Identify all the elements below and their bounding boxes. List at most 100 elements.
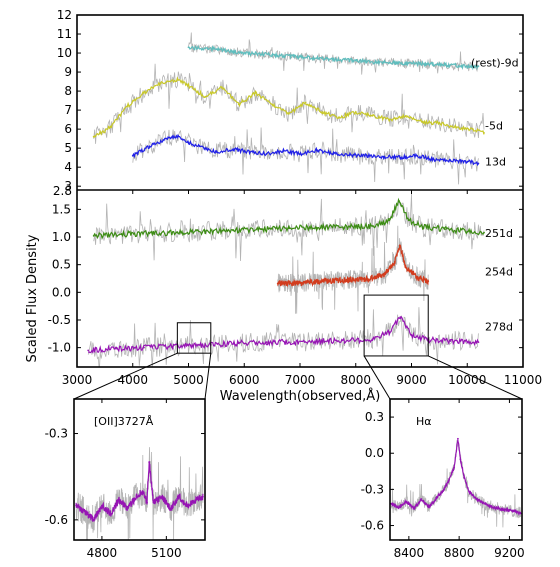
data-point [466, 230, 469, 233]
data-point [393, 261, 396, 263]
y-tick-label: 8 [64, 84, 72, 98]
data-point [448, 478, 450, 481]
data-point [513, 510, 516, 512]
data-point [343, 279, 346, 282]
data-point [221, 86, 223, 89]
data-point [232, 148, 235, 151]
data-point [176, 78, 179, 81]
series-label: 251d [485, 227, 513, 240]
data-point [405, 266, 407, 269]
data-point [143, 92, 145, 94]
data-point [276, 282, 279, 285]
data-point [187, 84, 190, 87]
x-tick-label: 9200 [494, 546, 525, 560]
data-point [463, 476, 466, 479]
data-point [327, 57, 329, 60]
data-point [354, 59, 357, 62]
x-axis-label: Wavelength(observed,Å) [220, 388, 381, 404]
data-point [299, 55, 301, 58]
series-trace-0 [390, 437, 522, 528]
data-point [466, 160, 469, 163]
data-point [466, 65, 469, 68]
noise-trace [132, 127, 479, 185]
data-point [260, 228, 262, 231]
series-5d [92, 63, 485, 144]
zoom-box [363, 294, 429, 357]
data-point [148, 461, 151, 464]
data-point [390, 502, 393, 505]
series-254d [276, 225, 430, 314]
data-point [371, 225, 374, 227]
data-point [176, 135, 179, 138]
noise-trace [93, 193, 485, 262]
noise-trace [277, 225, 429, 314]
data-point [388, 219, 391, 222]
data-point [198, 145, 201, 148]
data-point [187, 46, 190, 49]
data-point [397, 506, 400, 509]
series-251d [92, 193, 485, 262]
connector-line [363, 355, 391, 400]
x-tick-label: 8400 [394, 546, 425, 560]
data-point [265, 153, 268, 155]
data-point [195, 498, 198, 501]
y-tick-label: 4 [64, 160, 72, 174]
data-point [416, 154, 418, 157]
inset-right-panel: 0.3 0.0 -0.3 -0.6 8400 8800 9200 Hα [361, 398, 525, 560]
x-tick-label: 6000 [229, 373, 260, 387]
data-point [75, 504, 77, 507]
data-point [237, 103, 240, 106]
y-tick-label: 11 [57, 27, 72, 41]
y-tick-label: 12 [57, 8, 72, 22]
data-point [120, 233, 123, 236]
data-point [444, 228, 446, 231]
connector-line [73, 352, 178, 400]
x-tick-label: 7000 [285, 373, 316, 387]
data-point [248, 151, 251, 153]
series-line [132, 133, 479, 167]
data-point [243, 52, 246, 54]
data-point [254, 92, 257, 94]
x-tick-label: 5100 [151, 546, 182, 560]
data-point [432, 158, 435, 161]
data-point [315, 149, 318, 152]
data-point [265, 341, 268, 343]
data-point [371, 114, 374, 117]
data-point [109, 126, 112, 129]
data-point [131, 154, 134, 157]
data-point [288, 113, 290, 115]
data-point [232, 229, 235, 232]
data-point [271, 103, 273, 106]
zoom-connector-lines [73, 352, 523, 400]
y-tick-label: 1.0 [52, 230, 71, 244]
series-line [188, 44, 479, 71]
data-point [293, 341, 296, 343]
data-point [416, 275, 418, 278]
data-point [398, 244, 401, 247]
data-point [483, 132, 485, 134]
data-point [178, 495, 181, 498]
data-point [288, 227, 290, 230]
data-point [407, 219, 410, 222]
data-point [143, 346, 145, 349]
data-point [477, 65, 480, 68]
data-point [405, 114, 407, 117]
y-tick-label: 9 [64, 65, 72, 79]
data-point [420, 498, 423, 500]
data-point [388, 118, 391, 121]
noise-trace [87, 307, 479, 367]
data-point [215, 48, 218, 51]
connector-line [204, 353, 212, 400]
data-point [237, 342, 240, 345]
y-axis-label: Scaled Flux Density [25, 234, 40, 362]
x-tick-label: 9000 [396, 373, 427, 387]
data-point [315, 226, 318, 229]
data-point [493, 506, 496, 509]
y-tick-label-bottom: 2.8 [53, 184, 72, 198]
data-point [282, 150, 285, 152]
data-point [427, 280, 430, 283]
series-line [93, 197, 485, 240]
data-point [421, 226, 424, 229]
data-point [321, 280, 324, 283]
x-tick-label: 11000 [504, 373, 542, 387]
